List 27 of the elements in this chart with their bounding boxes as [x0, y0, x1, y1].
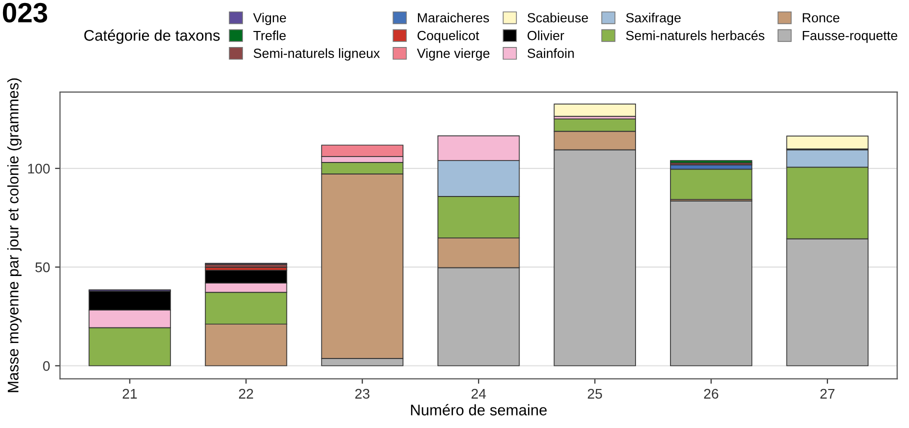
- x-tick-label: 26: [704, 388, 718, 399]
- legend-label: Trefle: [253, 30, 286, 40]
- y-axis-title: Masse moyenne par jour et colonie (grammes): [7, 78, 22, 392]
- legend-label: Scabieuse: [528, 12, 588, 22]
- legend-label: Coquelicot: [418, 30, 480, 43]
- y-tick-label: 0: [43, 361, 50, 371]
- y-tick-label: 100: [28, 164, 50, 174]
- legend-title: Catégorie de taxons: [84, 29, 220, 44]
- x-tick-label: 24: [472, 388, 486, 399]
- x-tick-label: 22: [239, 388, 254, 399]
- legend-label: Semi-naturels herbacés: [626, 30, 764, 40]
- legend-label: Olivier: [528, 30, 564, 40]
- legend-label: Vigne vierge: [416, 48, 490, 61]
- legend-label: Fausse-roquette: [802, 31, 898, 43]
- x-axis-title: Numéro de semaine: [411, 404, 547, 416]
- legend-label: Ronce: [802, 13, 840, 22]
- x-tick-label: 21: [122, 388, 137, 399]
- chart-title: 023: [2, 2, 48, 23]
- legend-label: Maraicheres: [418, 12, 489, 22]
- x-tick-label: 25: [588, 388, 602, 399]
- legend-label: Saxifrage: [626, 12, 681, 26]
- legend-label: Semi-naturels ligneux: [254, 48, 380, 61]
- x-tick-label: 27: [820, 388, 834, 399]
- x-tick-label: 23: [355, 388, 370, 399]
- legend-label: Vigne: [253, 12, 286, 26]
- legend-label: Sainfoin: [528, 48, 574, 58]
- y-tick-label: 50: [35, 262, 50, 272]
